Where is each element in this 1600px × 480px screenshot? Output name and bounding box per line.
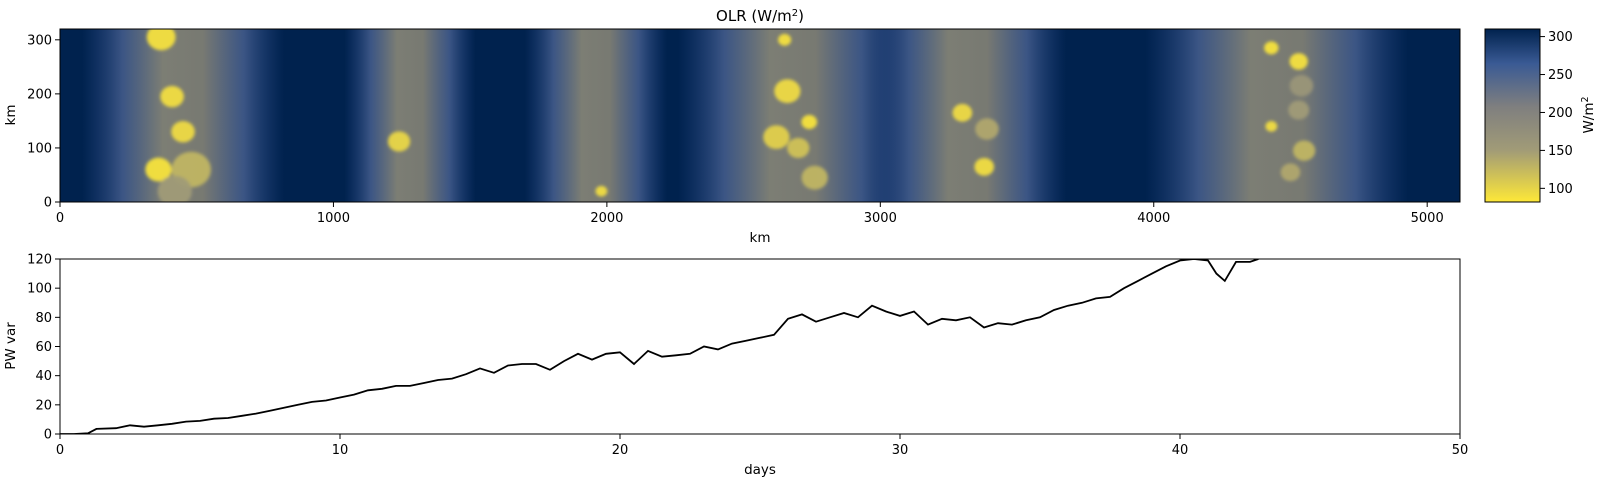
convective-cell (1264, 41, 1279, 55)
colorbar-tick-label: 300 (1548, 30, 1573, 45)
convective-cell (1292, 140, 1316, 161)
pw-var-line-panel: 0 10 20 30 40 50 0 20 40 60 80 100 120 days PW var (3, 253, 1468, 479)
convective-cell (595, 185, 608, 197)
heatmap-y-tick-label: 300 (27, 33, 52, 48)
olr-heatmap-panel: OLR (W/m2) 0 1000 2000 3000 4000 5000 0 100 200… (3, 7, 1597, 246)
heatmap-image (60, 29, 1460, 202)
heatmap-x-ticks: 0 1000 2000 3000 4000 5000 (56, 202, 1444, 226)
colorbar-tick-label: 150 (1548, 144, 1573, 159)
line-y-tick-label: 20 (35, 398, 52, 413)
line-y-tick-label: 120 (27, 253, 52, 268)
heatmap-y-label: km (3, 105, 19, 126)
line-y-tick-label: 100 (27, 282, 52, 297)
colorbar-tick-label: 200 (1548, 106, 1573, 121)
heatmap-cells (145, 29, 1316, 202)
colorbar-ticks: 100 150 200 250 300 (1540, 30, 1573, 197)
line-plot-area (60, 259, 1460, 434)
line-x-tick-label: 50 (1452, 443, 1469, 458)
colorbar-label: W/m2 (1580, 96, 1598, 133)
convective-band (344, 29, 476, 202)
line-y-tick-label: 80 (35, 311, 52, 326)
line-y-label: PW var (3, 322, 19, 370)
heatmap-title: OLR (W/m2) (716, 7, 804, 25)
convective-band (524, 29, 668, 202)
line-x-tick-label: 20 (612, 443, 629, 458)
convective-cell (387, 131, 411, 152)
colorbar: 100 150 200 250 300 W/m2 (1484, 28, 1598, 203)
convective-cell (974, 157, 995, 176)
heatmap-x-tick-label: 5000 (1411, 211, 1444, 226)
convective-cell (774, 79, 801, 104)
line-y-tick-label: 0 (44, 428, 52, 443)
convective-cell (952, 103, 973, 122)
convective-cell (778, 33, 792, 46)
pw-var-series-line (60, 259, 1259, 434)
heatmap-x-tick-label: 4000 (1137, 211, 1170, 226)
heatmap-y-tick-label: 100 (27, 141, 52, 156)
convective-cell (801, 165, 828, 190)
convective-cell (1288, 100, 1310, 120)
convective-cell (763, 125, 790, 150)
line-x-tick-label: 0 (56, 443, 64, 458)
colorbar-label-superscript: 2 (1580, 96, 1591, 102)
colorbar-tick-label: 250 (1548, 68, 1573, 83)
line-x-tick-label: 30 (892, 443, 909, 458)
convective-cell (1265, 120, 1278, 132)
convective-band (1145, 29, 1409, 202)
heatmap-x-label: km (750, 230, 771, 246)
line-y-ticks: 0 20 40 60 80 100 120 (27, 253, 60, 443)
convective-cell (1280, 163, 1301, 182)
heatmap-x-tick-label: 2000 (590, 211, 623, 226)
line-x-label: days (744, 462, 776, 478)
heatmap-bands (81, 29, 1409, 202)
heatmap-y-tick-label: 200 (27, 87, 52, 102)
heatmap-y-ticks: 0 100 200 300 (27, 33, 60, 211)
convective-cell (145, 157, 172, 182)
convective-cell (160, 85, 184, 108)
heatmap-frame (59, 28, 1461, 203)
line-x-tick-label: 10 (332, 443, 349, 458)
line-x-ticks: 0 10 20 30 40 50 (56, 434, 1468, 458)
convective-cell (787, 137, 810, 159)
line-y-tick-label: 40 (35, 369, 52, 384)
line-y-tick-label: 60 (35, 340, 52, 355)
convective-cell (146, 29, 176, 51)
colorbar-gradient (1484, 28, 1541, 203)
convective-cell (1289, 75, 1314, 97)
heatmap-x-tick-label: 3000 (864, 211, 897, 226)
colorbar-tick-label: 100 (1548, 182, 1573, 197)
heatmap-y-tick-label: 0 (44, 196, 52, 211)
convective-cell (157, 175, 192, 202)
heatmap-title-superscript: 2 (792, 8, 798, 19)
heatmap-x-tick-label: 1000 (317, 211, 350, 226)
heatmap-x-tick-label: 0 (56, 211, 64, 226)
convective-cell (975, 118, 999, 140)
convective-cell (171, 121, 195, 143)
convective-cell (801, 114, 818, 130)
convective-cell (1289, 53, 1308, 70)
line-x-tick-label: 40 (1172, 443, 1189, 458)
